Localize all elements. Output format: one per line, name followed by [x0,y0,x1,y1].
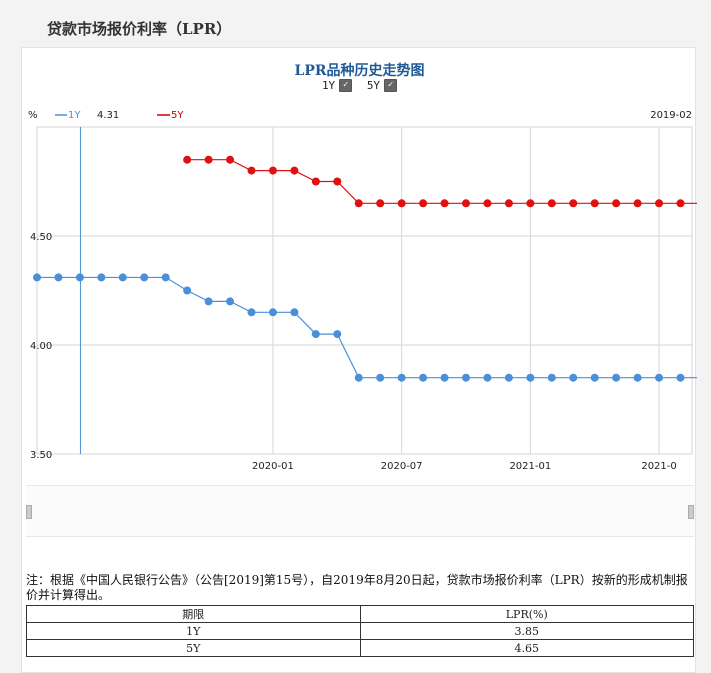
data-point-5y [226,155,235,164]
cell-rate: 4.65 [359,639,694,657]
table-header-row: 期限 LPR(%) [26,605,694,623]
legend-5y-label: 5Y [171,110,184,121]
cell-term: 5Y [26,639,361,657]
checkbox-1y[interactable]: ✓ [339,79,353,92]
x-tick-label: 2021-01 [509,461,551,472]
toggle-1y[interactable]: 1Y ✓ [321,79,353,92]
data-point-5y [440,199,449,208]
data-point-1y [547,373,556,382]
cursor-date: 2019-02 [650,110,692,121]
data-point-5y [183,155,192,164]
page-title: 贷款市场报价利率（LPR） [47,20,232,38]
data-point-1y [247,308,256,317]
data-point-5y [204,155,213,164]
data-point-5y [547,199,556,208]
data-point-1y [333,330,342,339]
header-rate: LPR(%) [359,605,694,623]
legend-1y-value: 4.31 [97,110,119,121]
y-unit-label: % [28,110,38,121]
lpr-table: 期限 LPR(%) 1Y 3.85 5Y 4.65 [26,605,694,657]
chart-title: LPR品种历史走势图 [294,63,425,79]
data-point-1y [612,373,621,382]
data-point-1y [419,373,428,382]
data-point-1y [676,373,685,382]
data-point-5y [376,199,385,208]
data-point-5y [462,199,470,208]
x-tick-label: 2020-01 [252,461,294,472]
header-term: 期限 [26,605,361,623]
series-line-5y [187,159,697,204]
range-handle-left[interactable] [26,505,32,519]
legend-1y-label: 1Y [68,110,81,121]
data-point-5y [676,199,685,208]
table-row: 5Y 4.65 [26,639,694,657]
data-point-1y [655,373,664,382]
data-point-5y [612,199,621,208]
data-point-1y [633,373,642,382]
y-tick-label: 4.00 [30,341,52,352]
data-point-5y [483,199,492,208]
footnote: 注：根据《中国人民银行公告》（公告[2019]第15号），自2019年8月20日… [26,573,688,602]
data-point-1y [504,373,513,382]
data-point-5y [633,199,642,208]
data-point-1y [376,373,385,382]
x-tick-label: 2020-07 [381,461,423,472]
checkbox-5y[interactable]: ✓ [384,79,398,92]
data-point-5y [397,199,406,208]
data-point-1y [33,273,41,282]
lpr-chart[interactable]: 3.50 4.00 4.50 2020-01 2020-07 2021-01 2021-0%… [22,48,697,485]
data-point-5y [268,166,277,175]
data-point-1y [569,373,578,382]
data-point-5y [655,199,664,208]
data-point-1y [462,373,470,382]
data-point-5y [569,199,578,208]
data-point-1y [440,373,449,382]
data-point-1y [226,297,235,306]
cell-rate: 3.85 [359,622,694,640]
data-point-1y [161,273,170,282]
range-handle-right[interactable] [688,505,694,519]
data-point-1y [397,373,406,382]
y-tick-label: 4.50 [30,232,52,243]
cell-term: 1Y [26,622,361,640]
data-point-1y [118,273,127,282]
data-point-5y [290,166,299,175]
data-point-1y [526,373,535,382]
data-point-5y [354,199,363,208]
data-point-1y [311,330,320,339]
data-point-5y [526,199,535,208]
table-row: 1Y 3.85 [26,622,694,640]
data-point-1y [268,308,277,317]
data-point-1y [54,273,63,282]
data-point-5y [247,166,256,175]
data-point-1y [204,297,213,306]
range-navigator[interactable] [26,485,694,537]
data-point-5y [419,199,428,208]
data-point-5y [590,199,599,208]
x-tick-label: 2021-0 [641,461,676,472]
data-point-1y [290,308,299,317]
data-point-1y [75,273,84,282]
data-point-1y [590,373,599,382]
y-tick-label: 3.50 [30,450,52,461]
data-point-1y [483,373,492,382]
data-point-1y [97,273,106,282]
data-point-5y [311,177,320,186]
toggle-5y-label: 5Y [366,79,381,92]
data-point-5y [504,199,513,208]
series-toggles: 1Y ✓ 5Y ✓ [22,79,697,92]
series-line-1y [37,276,697,379]
toggle-1y-label: 1Y [321,79,336,92]
data-point-1y [183,286,192,295]
chart-card: 3.50 4.00 4.50 2020-01 2020-07 2021-01 2021-0%… [21,47,697,673]
data-point-5y [333,177,342,186]
plot-frame [36,126,693,455]
toggle-5y[interactable]: 5Y ✓ [366,79,398,92]
data-point-1y [354,373,363,382]
data-point-1y [140,273,149,282]
